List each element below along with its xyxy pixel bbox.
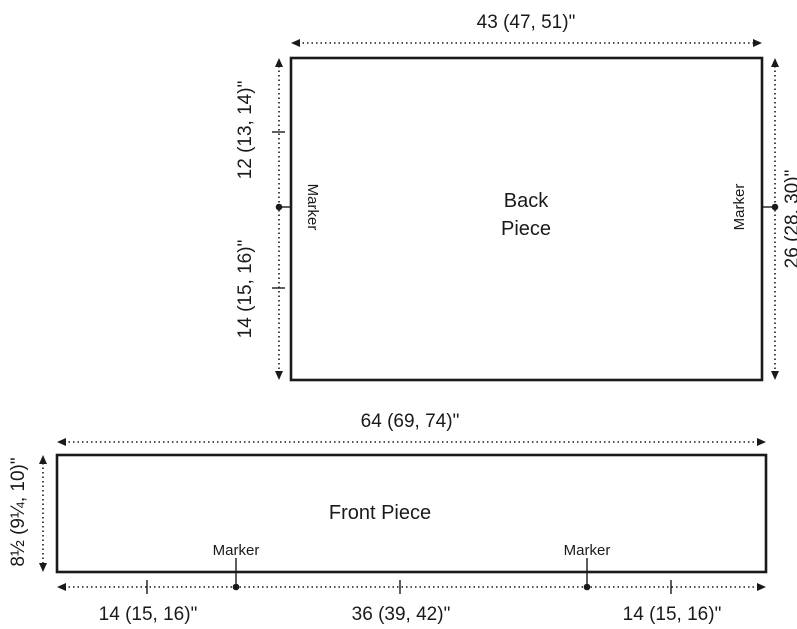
front-piece: Front Piece 64 (69, 74)" 8½ (9¼, 10)" — [8, 411, 766, 625]
marker-dot — [584, 584, 591, 591]
arrow-left-icon — [57, 583, 66, 591]
back-width-dimension: 43 (47, 51)" — [291, 12, 762, 47]
back-piece-label-line2: Piece — [501, 218, 551, 240]
back-width-label: 43 (47, 51)" — [477, 12, 576, 33]
back-height-dimension: 26 (28, 30)" — [762, 58, 797, 380]
front-width-label: 64 (69, 74)" — [361, 411, 460, 432]
marker-dot — [772, 204, 779, 211]
back-piece-label-line1: Back — [504, 190, 549, 212]
marker-dot — [276, 204, 283, 211]
arrow-down-icon — [771, 371, 779, 380]
front-width-dimension: 64 (69, 74)" — [57, 411, 766, 446]
front-piece-label: Front Piece — [329, 502, 431, 524]
arrow-right-icon — [757, 583, 766, 591]
marker-dot — [233, 584, 240, 591]
arrow-down-icon — [275, 371, 283, 380]
front-right-segment-label: 14 (15, 16)" — [623, 604, 722, 625]
arrow-up-icon — [275, 58, 283, 67]
back-piece: Back Piece 43 (47, 51)" 26 (28, 30)" — [235, 12, 797, 380]
back-marker-left: Marker — [304, 184, 321, 231]
arrow-right-icon — [753, 39, 762, 47]
front-height-dimension: 8½ (9¼, 10)" — [8, 455, 47, 572]
front-height-label: 8½ (9¼, 10)" — [8, 457, 29, 566]
back-marker-right: Marker — [731, 184, 748, 231]
arrow-right-icon — [757, 438, 766, 446]
back-lower-segment-label: 14 (15, 16)" — [235, 240, 256, 339]
arrow-up-icon — [39, 455, 47, 464]
front-middle-segment-label: 36 (39, 42)" — [352, 604, 451, 625]
arrow-up-icon — [771, 58, 779, 67]
front-left-segment-label: 14 (15, 16)" — [99, 604, 198, 625]
arrow-left-icon — [57, 438, 66, 446]
front-bottom-dimension: 14 (15, 16)" 36 (39, 42)" 14 (15, 16)" — [57, 572, 766, 625]
back-left-dimension: 12 (13, 14)" 14 (15, 16)" — [235, 58, 291, 380]
back-height-label: 26 (28, 30)" — [782, 170, 797, 269]
back-upper-segment-label: 12 (13, 14)" — [235, 81, 256, 180]
arrow-down-icon — [39, 563, 47, 572]
front-marker-right: Marker — [564, 542, 611, 559]
front-marker-left: Marker — [213, 542, 260, 559]
arrow-left-icon — [291, 39, 300, 47]
